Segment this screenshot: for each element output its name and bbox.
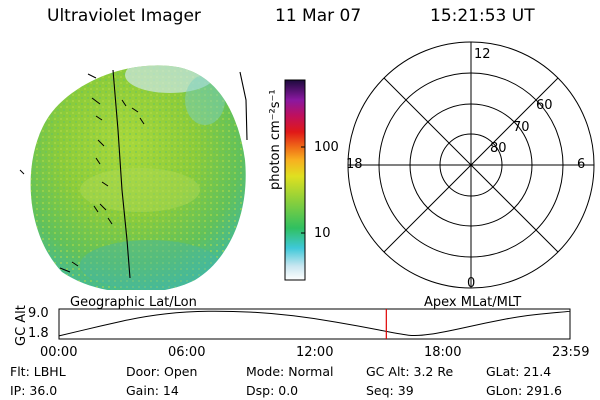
xtick-1800: 18:00	[424, 345, 462, 360]
altitude-plot-frame	[58, 308, 571, 340]
colorbar-gradient	[284, 79, 306, 281]
status-gain: Gain: 14	[126, 383, 179, 398]
status-glat: GLat: 21.4	[486, 364, 552, 379]
xtick-0600: 06:00	[168, 345, 206, 360]
instrument-title: Ultraviolet Imager	[47, 6, 201, 26]
status-flt: Flt: LBHL	[10, 364, 66, 379]
mlt-label-12: 12	[474, 47, 491, 62]
status-glon: GLon: 291.6	[486, 383, 562, 398]
coastline-east	[239, 71, 248, 141]
colorbar-tick-10: 10	[314, 226, 331, 241]
mlt-label-6: 6	[577, 157, 586, 172]
colorbar-unit-label: photon cm⁻²s⁻¹	[268, 89, 283, 190]
colorbar-tick-100: 100	[314, 140, 339, 155]
status-dsp: Dsp: 0.0	[246, 383, 299, 398]
status-door: Door: Open	[126, 364, 198, 379]
lat-label-60: 60	[536, 98, 553, 113]
time-label: 15:21:53 UT	[430, 6, 535, 26]
geo-latlon-title: Geographic Lat/Lon	[70, 295, 197, 310]
lat-label-80: 80	[490, 141, 507, 156]
apex-mlat-title: Apex MLat/MLT	[424, 295, 522, 310]
coastline-fragments	[19, 73, 145, 273]
xtick-2359: 23:59	[552, 345, 590, 360]
altitude-ylabel: GC Alt	[14, 305, 29, 346]
uv-image	[19, 65, 248, 290]
lat-label-70: 70	[513, 120, 530, 135]
polar-diagonal	[383, 77, 559, 253]
altitude-curve	[58, 310, 571, 337]
coastline	[112, 69, 131, 279]
xtick-1200: 12:00	[296, 345, 334, 360]
status-mode: Mode: Normal	[246, 364, 334, 379]
altitude-plot	[58, 308, 571, 340]
altitude-ytick-1.8: 1.8	[28, 326, 49, 341]
mlt-label-0: 0	[467, 276, 476, 291]
mlt-label-18: 18	[346, 157, 363, 172]
altitude-ytick-9: 9.0	[28, 306, 49, 321]
status-seq: Seq: 39	[366, 383, 414, 398]
status-ip: IP: 36.0	[10, 383, 58, 398]
xtick-0000: 00:00	[40, 345, 78, 360]
status-gcalt: GC Alt: 3.2 Re	[366, 364, 454, 379]
date-label: 11 Mar 07	[275, 6, 362, 26]
colorbar	[284, 79, 306, 281]
polar-grid	[347, 41, 595, 289]
